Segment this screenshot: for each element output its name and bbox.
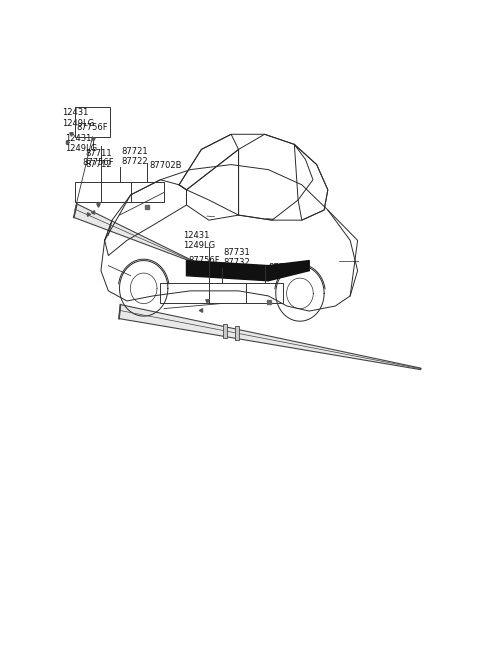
Polygon shape xyxy=(74,204,191,261)
Text: 87702B: 87702B xyxy=(149,161,182,170)
Text: 87721
87722: 87721 87722 xyxy=(121,147,148,166)
Text: 12431
1249LG: 12431 1249LG xyxy=(66,134,98,153)
Polygon shape xyxy=(119,304,421,370)
Text: 87756F: 87756F xyxy=(77,123,108,132)
Bar xyxy=(75,106,110,137)
Bar xyxy=(160,283,283,304)
Text: 87731
87732: 87731 87732 xyxy=(224,248,251,267)
Text: 87711
87712: 87711 87712 xyxy=(85,150,112,169)
Bar xyxy=(75,182,164,203)
Bar xyxy=(223,324,227,338)
Text: 87756F: 87756F xyxy=(188,256,220,265)
Text: 87702B: 87702B xyxy=(268,263,301,272)
Polygon shape xyxy=(186,260,309,281)
Text: 87756F: 87756F xyxy=(83,158,114,167)
Text: 12431
1249LG: 12431 1249LG xyxy=(62,108,94,128)
Bar xyxy=(235,326,239,340)
Text: 12431
1249LG: 12431 1249LG xyxy=(183,231,215,251)
